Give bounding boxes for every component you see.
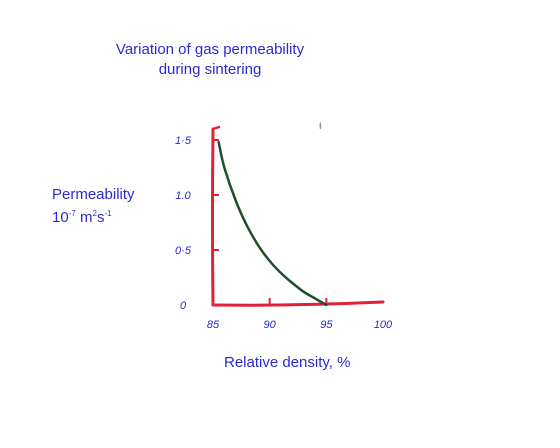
y-axis-line xyxy=(211,127,215,307)
unit-s: s xyxy=(96,209,105,226)
unit-exp-1: -7 xyxy=(68,209,76,218)
y-axis-label-unit: 10-7 m2s-1 xyxy=(52,204,135,227)
x-tick-label-3: 100 xyxy=(374,319,393,331)
chart-title: Variation of gas permeability during sin… xyxy=(60,40,360,80)
y-tick-label-3: 1·5 xyxy=(175,135,192,147)
y-axis-label-name: Permeability xyxy=(52,186,135,203)
chart-title-line-2: during sintering xyxy=(158,61,262,78)
y-axis-cap xyxy=(211,125,221,131)
x-tick-label-2: 95 xyxy=(320,319,333,331)
x-tick-label-1: 90 xyxy=(264,319,277,331)
y-tick-label-1: 0·5 xyxy=(175,245,192,257)
stray-mark: ᵻ xyxy=(319,118,322,132)
x-axis-line xyxy=(211,300,385,307)
series-line-0 xyxy=(217,140,328,307)
y-axis-label: Permeability 10-7 m2s-1 xyxy=(52,185,135,227)
unit-exp-2: 2 xyxy=(92,209,97,218)
unit-base: 10 xyxy=(52,209,69,226)
chart-title-line-1: Variation of gas permeability xyxy=(115,41,305,58)
unit-exp-3: -1 xyxy=(104,209,112,218)
y-tick-label-0: 0 xyxy=(180,300,187,312)
x-tick-label-0: 85 xyxy=(207,319,220,331)
y-tick-label-2: 1.0 xyxy=(175,190,191,202)
unit-m: m xyxy=(75,209,93,226)
x-axis-label: Relative density, % xyxy=(224,354,351,371)
